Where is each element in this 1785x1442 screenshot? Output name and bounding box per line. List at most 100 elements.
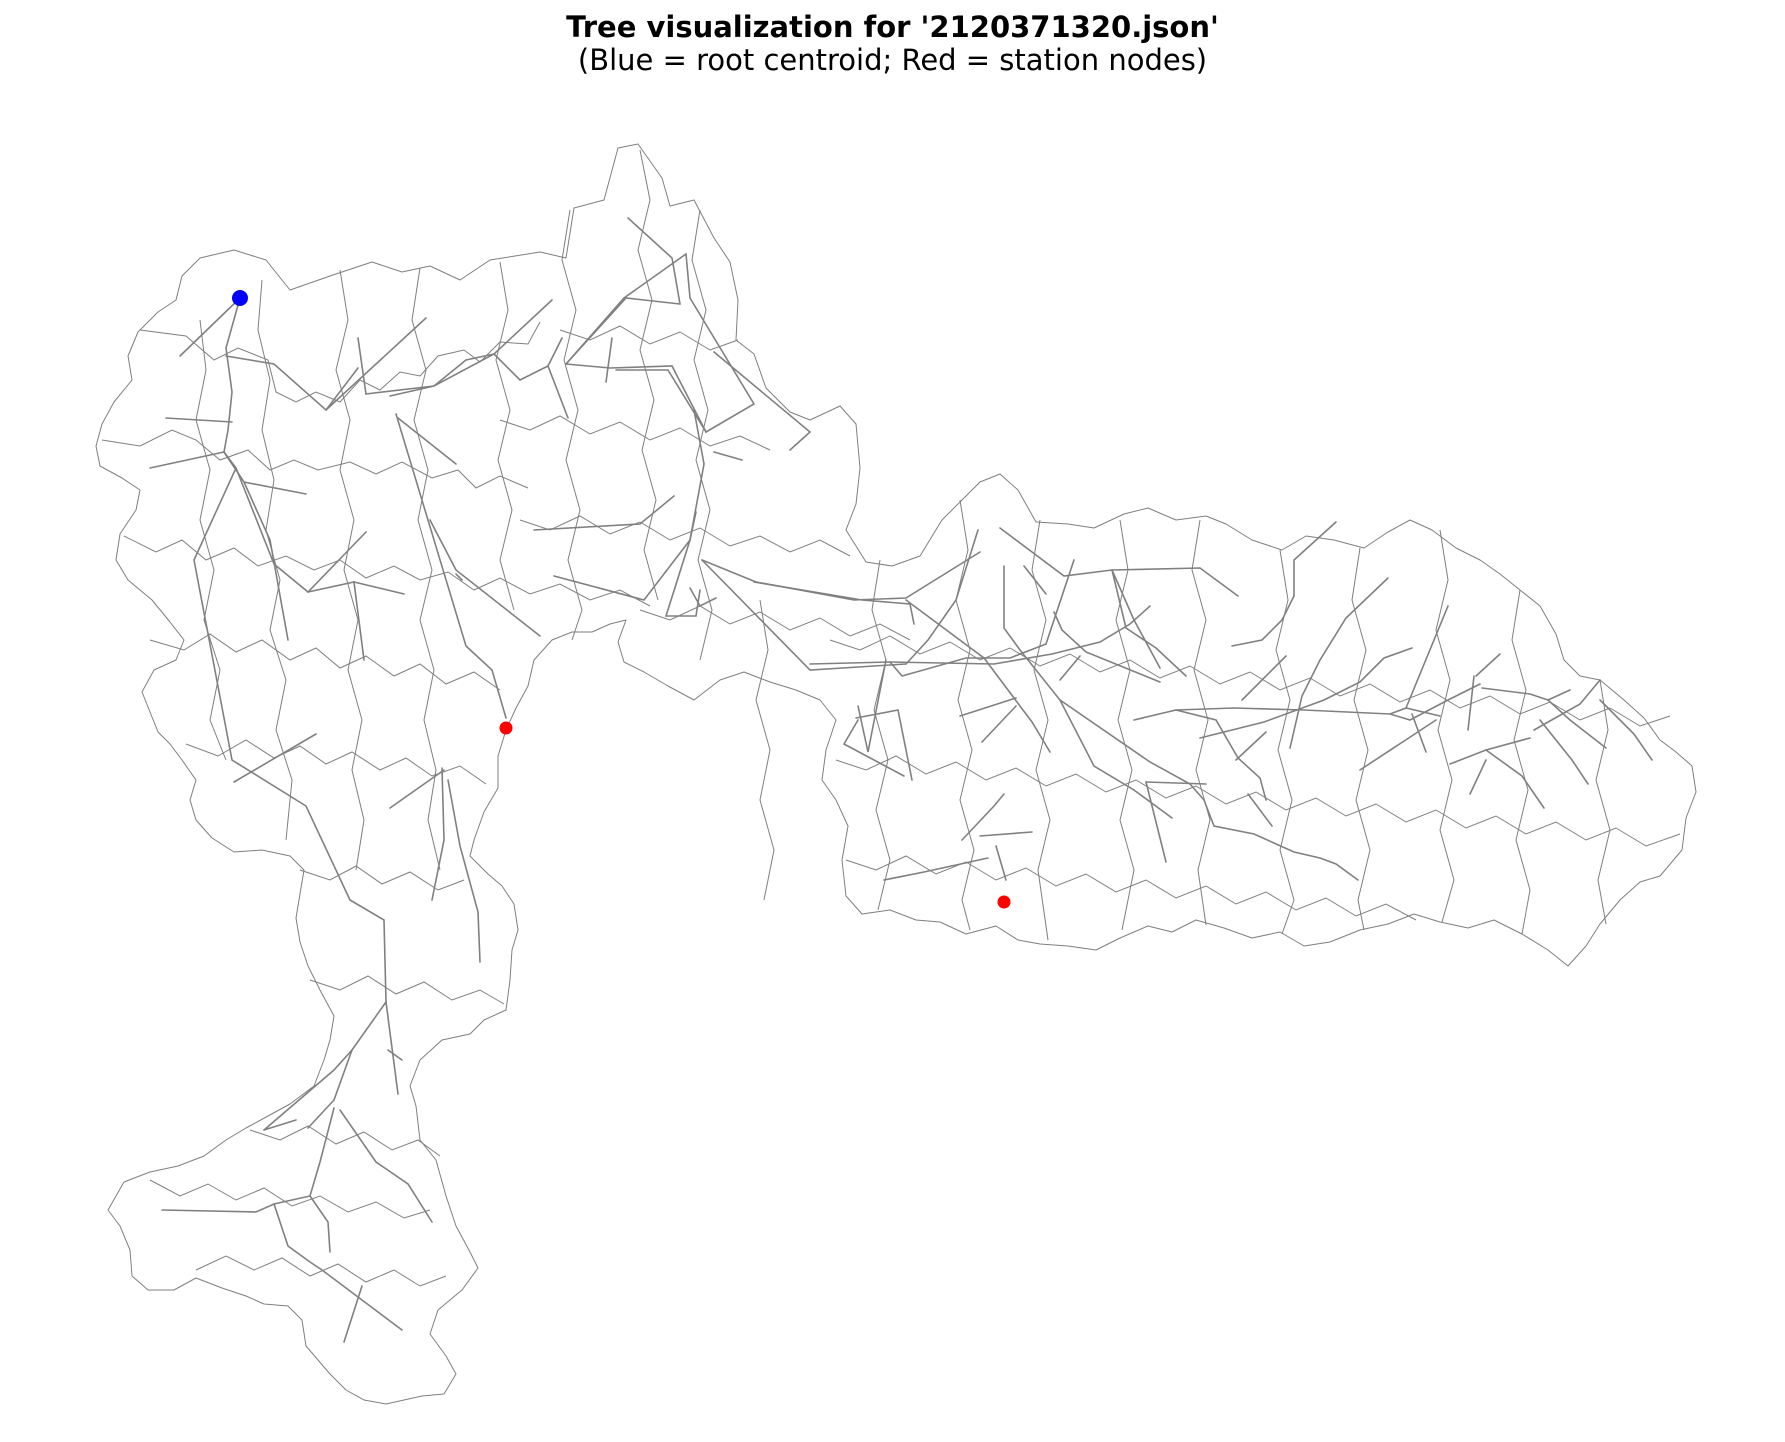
tree-edge: [1293, 521, 1337, 597]
tree-edge: [447, 779, 481, 963]
subbasin-boundary: [1511, 589, 1531, 935]
tree-edge: [533, 495, 675, 531]
subbasin-boundary: [755, 599, 775, 901]
tree-edge: [235, 467, 367, 594]
subbasin-boundary: [1435, 529, 1455, 923]
tree-edge: [1475, 653, 1501, 677]
chart-title-line-2: (Blue = root centroid; Red = station nod…: [577, 43, 1208, 77]
tree-edge: [1389, 683, 1481, 721]
tree-edge: [1059, 699, 1359, 881]
tree-edge: [387, 1049, 403, 1061]
tree-edge: [857, 659, 887, 753]
subbasin-boundary: [1351, 547, 1371, 931]
tree-edge: [365, 353, 495, 395]
tree-edge: [325, 317, 427, 411]
tree-edge: [493, 337, 563, 381]
tree-edge: [233, 733, 317, 783]
subbasin-boundary: [559, 325, 739, 351]
subbasin-boundary: [519, 515, 851, 557]
subbasin-boundary: [955, 499, 975, 931]
tree-edge: [1359, 719, 1437, 771]
tree-edge: [1485, 749, 1545, 809]
tree-edge: [1059, 655, 1081, 681]
subbasin-boundary: [149, 633, 501, 691]
tree-edge: [565, 363, 707, 433]
subbasin-boundary: [195, 319, 227, 761]
tree-edge: [1235, 731, 1267, 761]
tree-edge: [149, 451, 225, 469]
tree-edge: [1175, 709, 1267, 801]
tree-edge: [357, 337, 367, 395]
tree-edge: [1599, 699, 1653, 761]
tree-edge: [263, 1119, 297, 1131]
tree-edge: [1289, 577, 1389, 749]
subbasin-boundary: [499, 415, 771, 451]
tree-edge: [565, 253, 687, 365]
tree-edge: [243, 481, 289, 641]
subbasin-boundary: [1115, 519, 1135, 931]
tree-edge: [1547, 699, 1607, 749]
tree-edge: [395, 413, 507, 719]
tree-edge: [307, 1049, 353, 1129]
subbasin-boundary: [1595, 679, 1611, 925]
tree-edge: [1469, 759, 1487, 795]
tree-edge: [385, 1001, 399, 1095]
tree-edge: [1449, 737, 1531, 765]
tree-edge: [223, 297, 241, 453]
tree-edge: [1111, 569, 1161, 669]
tree-edge: [961, 793, 1005, 841]
subbasin-boundary: [637, 149, 659, 601]
tree-edge: [1241, 655, 1287, 701]
subbasin-boundary: [185, 739, 487, 785]
tree-edge: [689, 587, 717, 608]
watershed-outline: [95, 143, 1697, 1405]
tree-edge: [981, 705, 1017, 743]
tree-edge: [1247, 793, 1273, 827]
tree-edge: [309, 1195, 331, 1253]
tree-edge: [1481, 687, 1571, 701]
subbasin-boundary: [871, 559, 891, 911]
subbasin-boundary: [691, 209, 713, 661]
tree-edge: [547, 365, 569, 419]
subbasin-boundary: [1031, 519, 1051, 941]
tree-edge: [161, 1107, 335, 1213]
tree-edge: [553, 539, 691, 601]
tree-edge: [343, 1285, 363, 1343]
tree-edge: [1467, 675, 1475, 731]
tree-edge: [685, 253, 756, 433]
tree-edge: [1539, 719, 1589, 785]
tree-edge: [883, 857, 989, 881]
subbasin-boundary: [845, 855, 1417, 921]
tree-edge: [1133, 709, 1177, 721]
tree-edge: [905, 529, 979, 665]
subbasin-boundary: [495, 261, 515, 611]
tree-edge: [273, 1203, 403, 1331]
station-node: [499, 721, 513, 735]
tree-edge: [995, 845, 1007, 881]
tree-edge: [431, 767, 445, 901]
subbasin-boundary: [195, 1255, 447, 1287]
tree-edge: [429, 519, 541, 637]
tree-edge: [389, 299, 553, 397]
subbasin-boundary: [561, 209, 583, 641]
tree-edges: [149, 217, 1653, 1343]
tree-edge: [713, 451, 743, 461]
subbasin-boundary: [411, 267, 441, 871]
tree-edge: [225, 355, 359, 412]
tree-edge: [664, 463, 705, 617]
subbasin-boundary: [835, 755, 1681, 847]
tree-edge: [455, 573, 463, 581]
tree-edge: [193, 451, 387, 1131]
subbasin-boundary: [149, 1179, 431, 1219]
tree-edge: [627, 217, 681, 305]
subbasin-boundary: [249, 1125, 441, 1157]
tree-edge: [179, 297, 241, 357]
tree-edge: [397, 417, 457, 465]
tree-edge: [1023, 565, 1047, 595]
tree-edge: [1199, 647, 1413, 739]
subbasin-boundary: [101, 429, 529, 489]
tree-edge: [1533, 679, 1601, 731]
subbasin-boundary: [335, 269, 365, 871]
chart-title-line-1: Tree visualization for '2120371320.json': [566, 10, 1219, 44]
